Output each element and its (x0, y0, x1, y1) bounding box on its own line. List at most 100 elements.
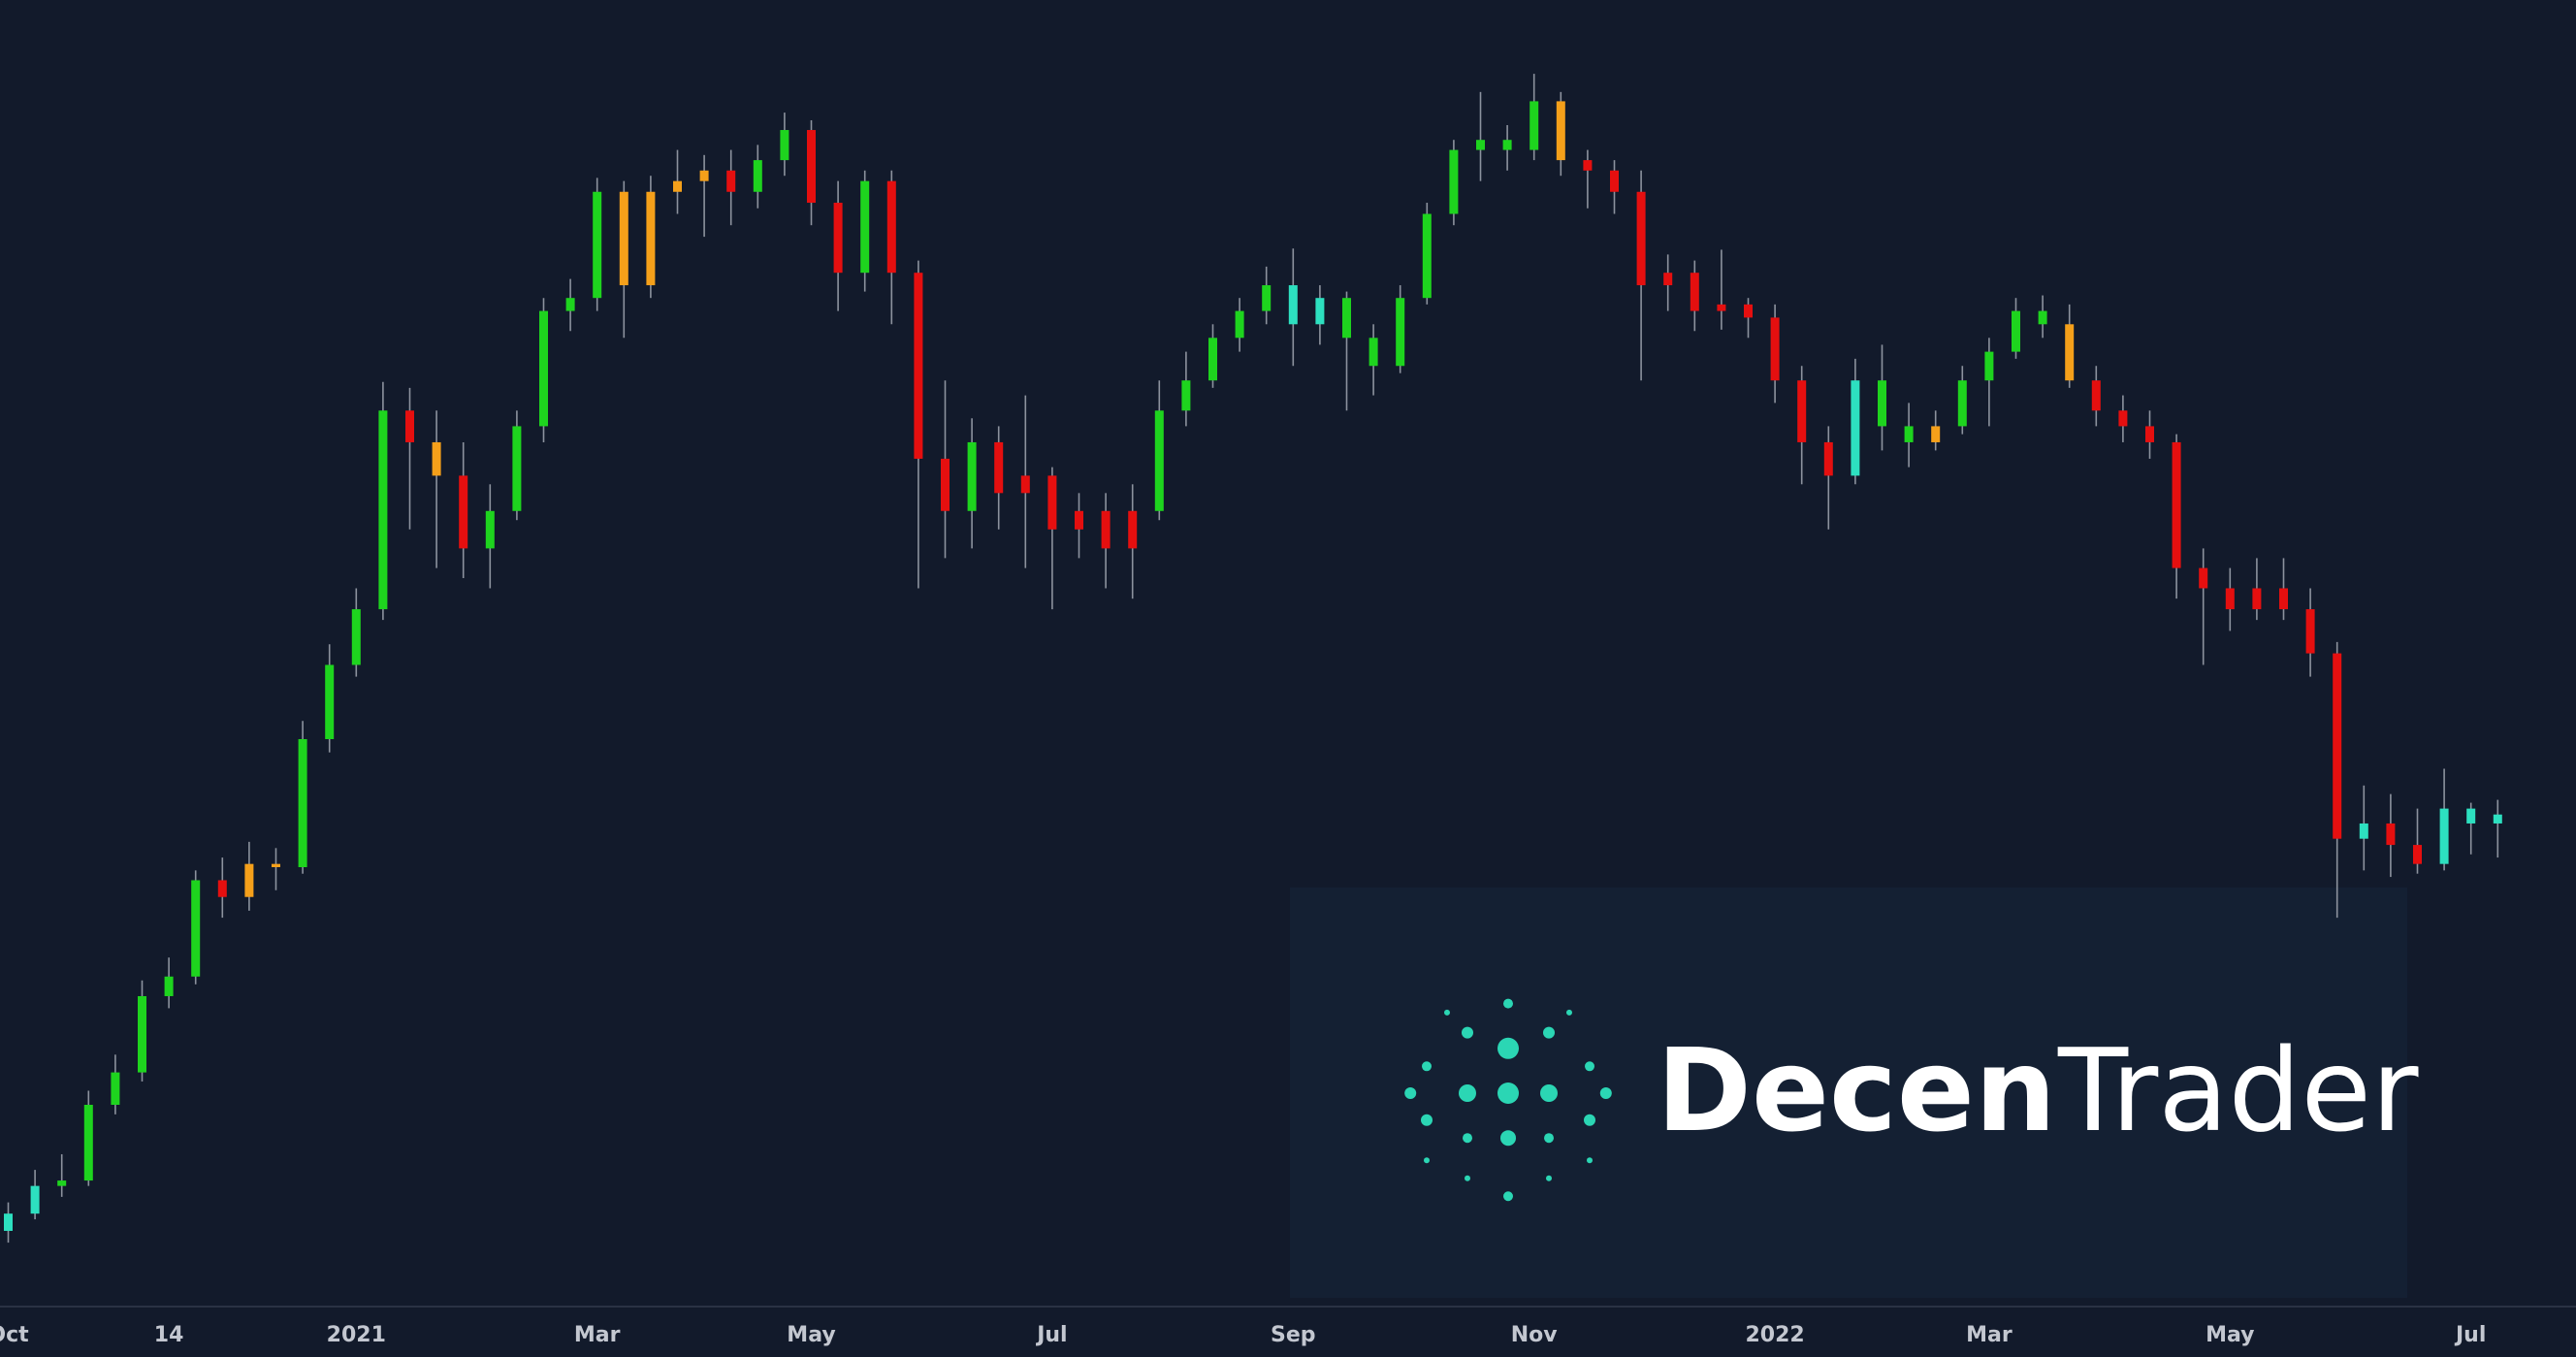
candle-body (298, 738, 307, 868)
candle-body (2172, 441, 2181, 568)
candle-body (272, 863, 280, 868)
logo-dot (1546, 1175, 1552, 1181)
candle-body (111, 1072, 120, 1105)
candle-body (1904, 426, 1914, 442)
x-tick-label: 2021 (327, 1323, 386, 1347)
candle-body (1663, 273, 1673, 286)
candle-body (565, 298, 575, 311)
candle-body (860, 180, 870, 274)
logo-dot (1566, 1009, 1572, 1016)
x-tick-label: Mar (1966, 1323, 2012, 1347)
logo (1404, 998, 1612, 1202)
watermark-primary: Decen (1657, 1023, 2056, 1157)
candle-body (646, 191, 656, 286)
logo-dot (1421, 1114, 1433, 1126)
x-tick-label: Oct (0, 1323, 29, 1347)
candle-body (699, 170, 709, 181)
logo-dot (1462, 1026, 1473, 1039)
candle-body (2199, 567, 2208, 589)
candle-body (1181, 380, 1191, 411)
candle-body (1020, 475, 1030, 494)
candle-body (941, 458, 950, 511)
candle-body (1717, 304, 1726, 311)
candle-body (83, 1104, 93, 1181)
x-tick-label: May (2206, 1323, 2254, 1347)
logo-dot (1503, 998, 1513, 1009)
candle-body (1342, 298, 1351, 339)
candle-body (1636, 191, 1646, 286)
candle-body (1797, 380, 1807, 442)
candle-body (2279, 588, 2288, 610)
candle-body (2012, 310, 2020, 352)
candle-body (539, 310, 548, 427)
candle-body (1101, 510, 1111, 549)
candle-body (1449, 149, 1459, 214)
logo-dot (1585, 1061, 1594, 1072)
candle-body (432, 441, 441, 476)
candle-body (2493, 814, 2502, 824)
candle-body (2386, 823, 2396, 846)
candle-body (244, 863, 254, 897)
candle-body (1368, 338, 1378, 367)
candle-body (405, 410, 414, 442)
x-tick-label: May (787, 1323, 835, 1347)
candle-body (1823, 441, 1833, 476)
candle-body (1288, 285, 1298, 325)
x-tick-label: Sep (1271, 1323, 1316, 1347)
candle-body (1262, 285, 1272, 311)
logo-dot (1540, 1084, 1558, 1102)
x-tick-label: Mar (574, 1323, 621, 1347)
candle-body (512, 426, 522, 511)
candle-body (2038, 310, 2047, 325)
x-tick-label: 14 (154, 1323, 184, 1347)
logo-dot (1584, 1114, 1595, 1126)
candle-body (914, 273, 923, 459)
logo-dot (1544, 1133, 1554, 1144)
candle-body (2145, 426, 2154, 442)
logo-dot (1404, 1087, 1417, 1099)
logo-dot (1463, 1133, 1472, 1144)
logo-dot (1500, 1130, 1516, 1147)
candle-body (619, 191, 628, 286)
x-tick-label: 2022 (1745, 1323, 1804, 1347)
logo-dot (1543, 1026, 1555, 1039)
candle-body (1744, 304, 1753, 318)
candle-body (1957, 380, 1967, 427)
candle-body (994, 441, 1004, 494)
logo-dot (1587, 1157, 1593, 1164)
candle-body (1154, 410, 1164, 511)
candle-body (2252, 588, 2262, 610)
logo-dot (1503, 1191, 1513, 1202)
candle-body (1075, 510, 1083, 530)
candle-body (2118, 410, 2128, 427)
candle-body (2359, 823, 2368, 839)
candle-body (2333, 653, 2342, 839)
candle-body (1851, 380, 1860, 476)
candle-body (1208, 338, 1217, 381)
candle-body (2439, 808, 2449, 864)
x-tick-label: Jul (2454, 1323, 2486, 1347)
x-tick-label: Jul (1035, 1323, 1067, 1347)
candle-body (191, 880, 201, 977)
candle-body (164, 976, 174, 996)
candle-body (1235, 310, 1244, 339)
candle-body (138, 995, 146, 1073)
candle-body (2413, 845, 2422, 864)
candle-body (1530, 101, 1539, 150)
candle-body (780, 130, 789, 161)
logo-dot (1599, 1087, 1612, 1099)
logo-dot (1424, 1157, 1430, 1164)
candle-body (1128, 510, 1138, 549)
candle-body (351, 609, 361, 665)
candle-body (1422, 213, 1432, 299)
watermark-secondary: Trader (2057, 1023, 2419, 1157)
logo-dot (1422, 1061, 1432, 1072)
candle-body (1502, 140, 1512, 150)
candle-body (1690, 273, 1699, 311)
candle-body (673, 180, 682, 192)
candle-body (726, 170, 736, 192)
logo-dot (1444, 1009, 1450, 1016)
candle-body (1984, 351, 1994, 381)
candle-body (1047, 475, 1057, 530)
